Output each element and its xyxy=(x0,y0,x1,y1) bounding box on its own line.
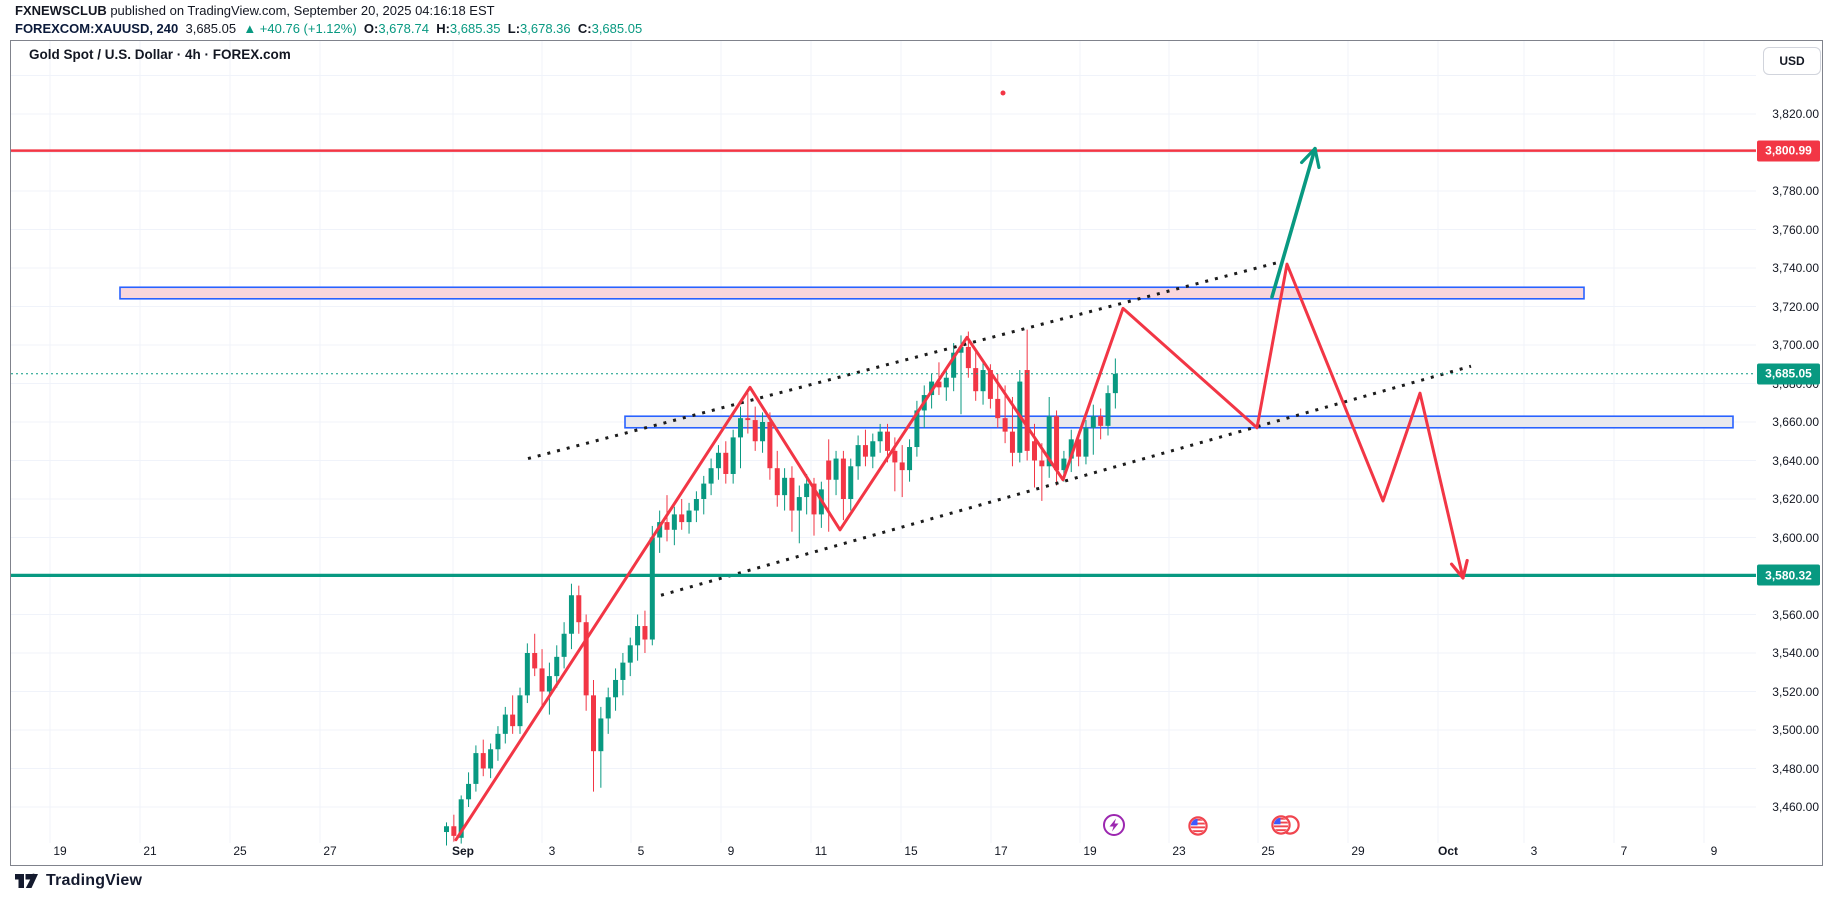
tradingview-logo-text: TradingView xyxy=(46,872,143,889)
upper-supply-zone[interactable] xyxy=(119,286,1585,300)
trend-zigzag-line[interactable] xyxy=(454,262,1465,842)
price-axis-label: 3,560.00 xyxy=(1772,607,1819,622)
published-text: published on TradingView.com, September … xyxy=(106,3,495,18)
chart-canvas[interactable] xyxy=(11,41,1756,847)
price-axis-label: 3,460.00 xyxy=(1772,800,1819,814)
time-axis-label: 19 xyxy=(1083,844,1097,858)
last-price: 3,685.05 xyxy=(185,21,237,36)
trend-arrowhead-down-icon xyxy=(1449,558,1469,580)
currency-toggle-button[interactable]: USD xyxy=(1763,47,1821,75)
us-flag-icon[interactable] xyxy=(1271,815,1291,835)
low-value: 3,678.36 xyxy=(520,21,571,36)
price-axis-label: 3,480.00 xyxy=(1772,761,1819,776)
chart-frame: Gold Spot / U.S. Dollar · 4h · FOREX.com… xyxy=(10,40,1823,866)
price-axis-label: 3,780.00 xyxy=(1772,184,1819,198)
price-change: ▲ +40.76 (+1.12%) xyxy=(243,21,357,36)
high-value: 3,685.35 xyxy=(449,21,501,36)
time-axis-label: Oct xyxy=(1437,844,1459,858)
price-axis-label: 3,500.00 xyxy=(1772,723,1819,737)
time-axis[interactable]: 19 21 25 27 Sep 3 5 9 11 15 17 19 23 25 29 Oct 3 7 9 xyxy=(11,840,1756,864)
time-axis-label: 27 xyxy=(323,844,337,858)
low-label: L: xyxy=(507,21,521,36)
time-axis-label: 9 xyxy=(1710,844,1718,858)
price-axis-label: 3,820.00 xyxy=(1772,107,1819,121)
price-axis-label: 3,600.00 xyxy=(1772,530,1819,545)
symbol-info-line: FOREXCOM:XAUUSD, 240 3,685.05 ▲ +40.76 (… xyxy=(15,21,642,37)
price-axis[interactable]: 3,820.00 3,780.00 3,760.00 3,740.00 3,720.00… xyxy=(1756,41,1822,849)
economic-event-lightning-icon[interactable] xyxy=(1103,814,1125,836)
projection-up-arrow[interactable] xyxy=(1270,146,1317,299)
time-axis-label: 7 xyxy=(1620,844,1628,858)
symbol-name[interactable]: FOREXCOM:XAUUSD, 240 xyxy=(15,21,179,36)
time-axis-label: 21 xyxy=(143,844,157,858)
red-dot-marker xyxy=(1000,90,1006,96)
price-axis-label: 3,620.00 xyxy=(1772,492,1819,506)
price-axis-label: 3,760.00 xyxy=(1772,222,1819,237)
time-axis-label: 15 xyxy=(904,844,918,858)
price-axis-label: 3,520.00 xyxy=(1772,684,1819,699)
chart-title: Gold Spot / U.S. Dollar · 4h · FOREX.com xyxy=(29,47,291,62)
time-axis-label: 3 xyxy=(548,844,556,858)
open-value: 3,678.74 xyxy=(378,21,429,36)
price-axis-label: 3,640.00 xyxy=(1772,453,1819,468)
time-axis-label: 19 xyxy=(53,844,67,858)
time-axis-label: 25 xyxy=(1261,844,1275,858)
price-axis-label: 3,540.00 xyxy=(1772,646,1819,660)
time-axis-label: 11 xyxy=(814,844,828,858)
publisher-name[interactable]: FXNEWSCLUB xyxy=(15,3,107,18)
time-axis-label: 25 xyxy=(233,844,247,858)
us-flag-icon[interactable] xyxy=(1188,816,1208,836)
tradingview-logo[interactable]: TradingView xyxy=(14,870,142,892)
time-axis-label: Sep xyxy=(451,844,475,858)
projection-arrowhead-up-icon xyxy=(1300,147,1321,170)
price-axis-label: 3,700.00 xyxy=(1772,338,1819,352)
publish-info-line: FXNEWSCLUB published on TradingView.com,… xyxy=(15,3,495,19)
time-axis-label: 23 xyxy=(1172,844,1186,858)
support-price-badge: 3,580.32 xyxy=(1757,564,1820,586)
lower-demand-zone[interactable] xyxy=(624,415,1734,429)
time-axis-label: 9 xyxy=(727,844,735,858)
time-axis-label: 3 xyxy=(1530,844,1538,858)
open-label: O: xyxy=(363,21,379,36)
current-price-badge: 3,685.05 xyxy=(1757,363,1820,385)
high-label: H: xyxy=(436,21,450,36)
time-axis-label: 29 xyxy=(1351,844,1365,858)
price-axis-label: 3,740.00 xyxy=(1772,261,1819,275)
lower-dotted-trendline[interactable] xyxy=(660,364,1472,597)
price-axis-label: 3,660.00 xyxy=(1772,415,1819,429)
candles-down xyxy=(451,329,1104,842)
tradingview-logo-icon xyxy=(15,873,38,888)
price-axis-label: 3,720.00 xyxy=(1772,299,1819,314)
resistance-price-badge: 3,800.99 xyxy=(1757,140,1820,162)
gridlines xyxy=(11,41,1756,843)
time-axis-label: 5 xyxy=(637,844,645,858)
close-label: C: xyxy=(577,21,592,36)
time-axis-label: 17 xyxy=(994,844,1008,858)
close-value: 3,685.05 xyxy=(591,21,643,36)
